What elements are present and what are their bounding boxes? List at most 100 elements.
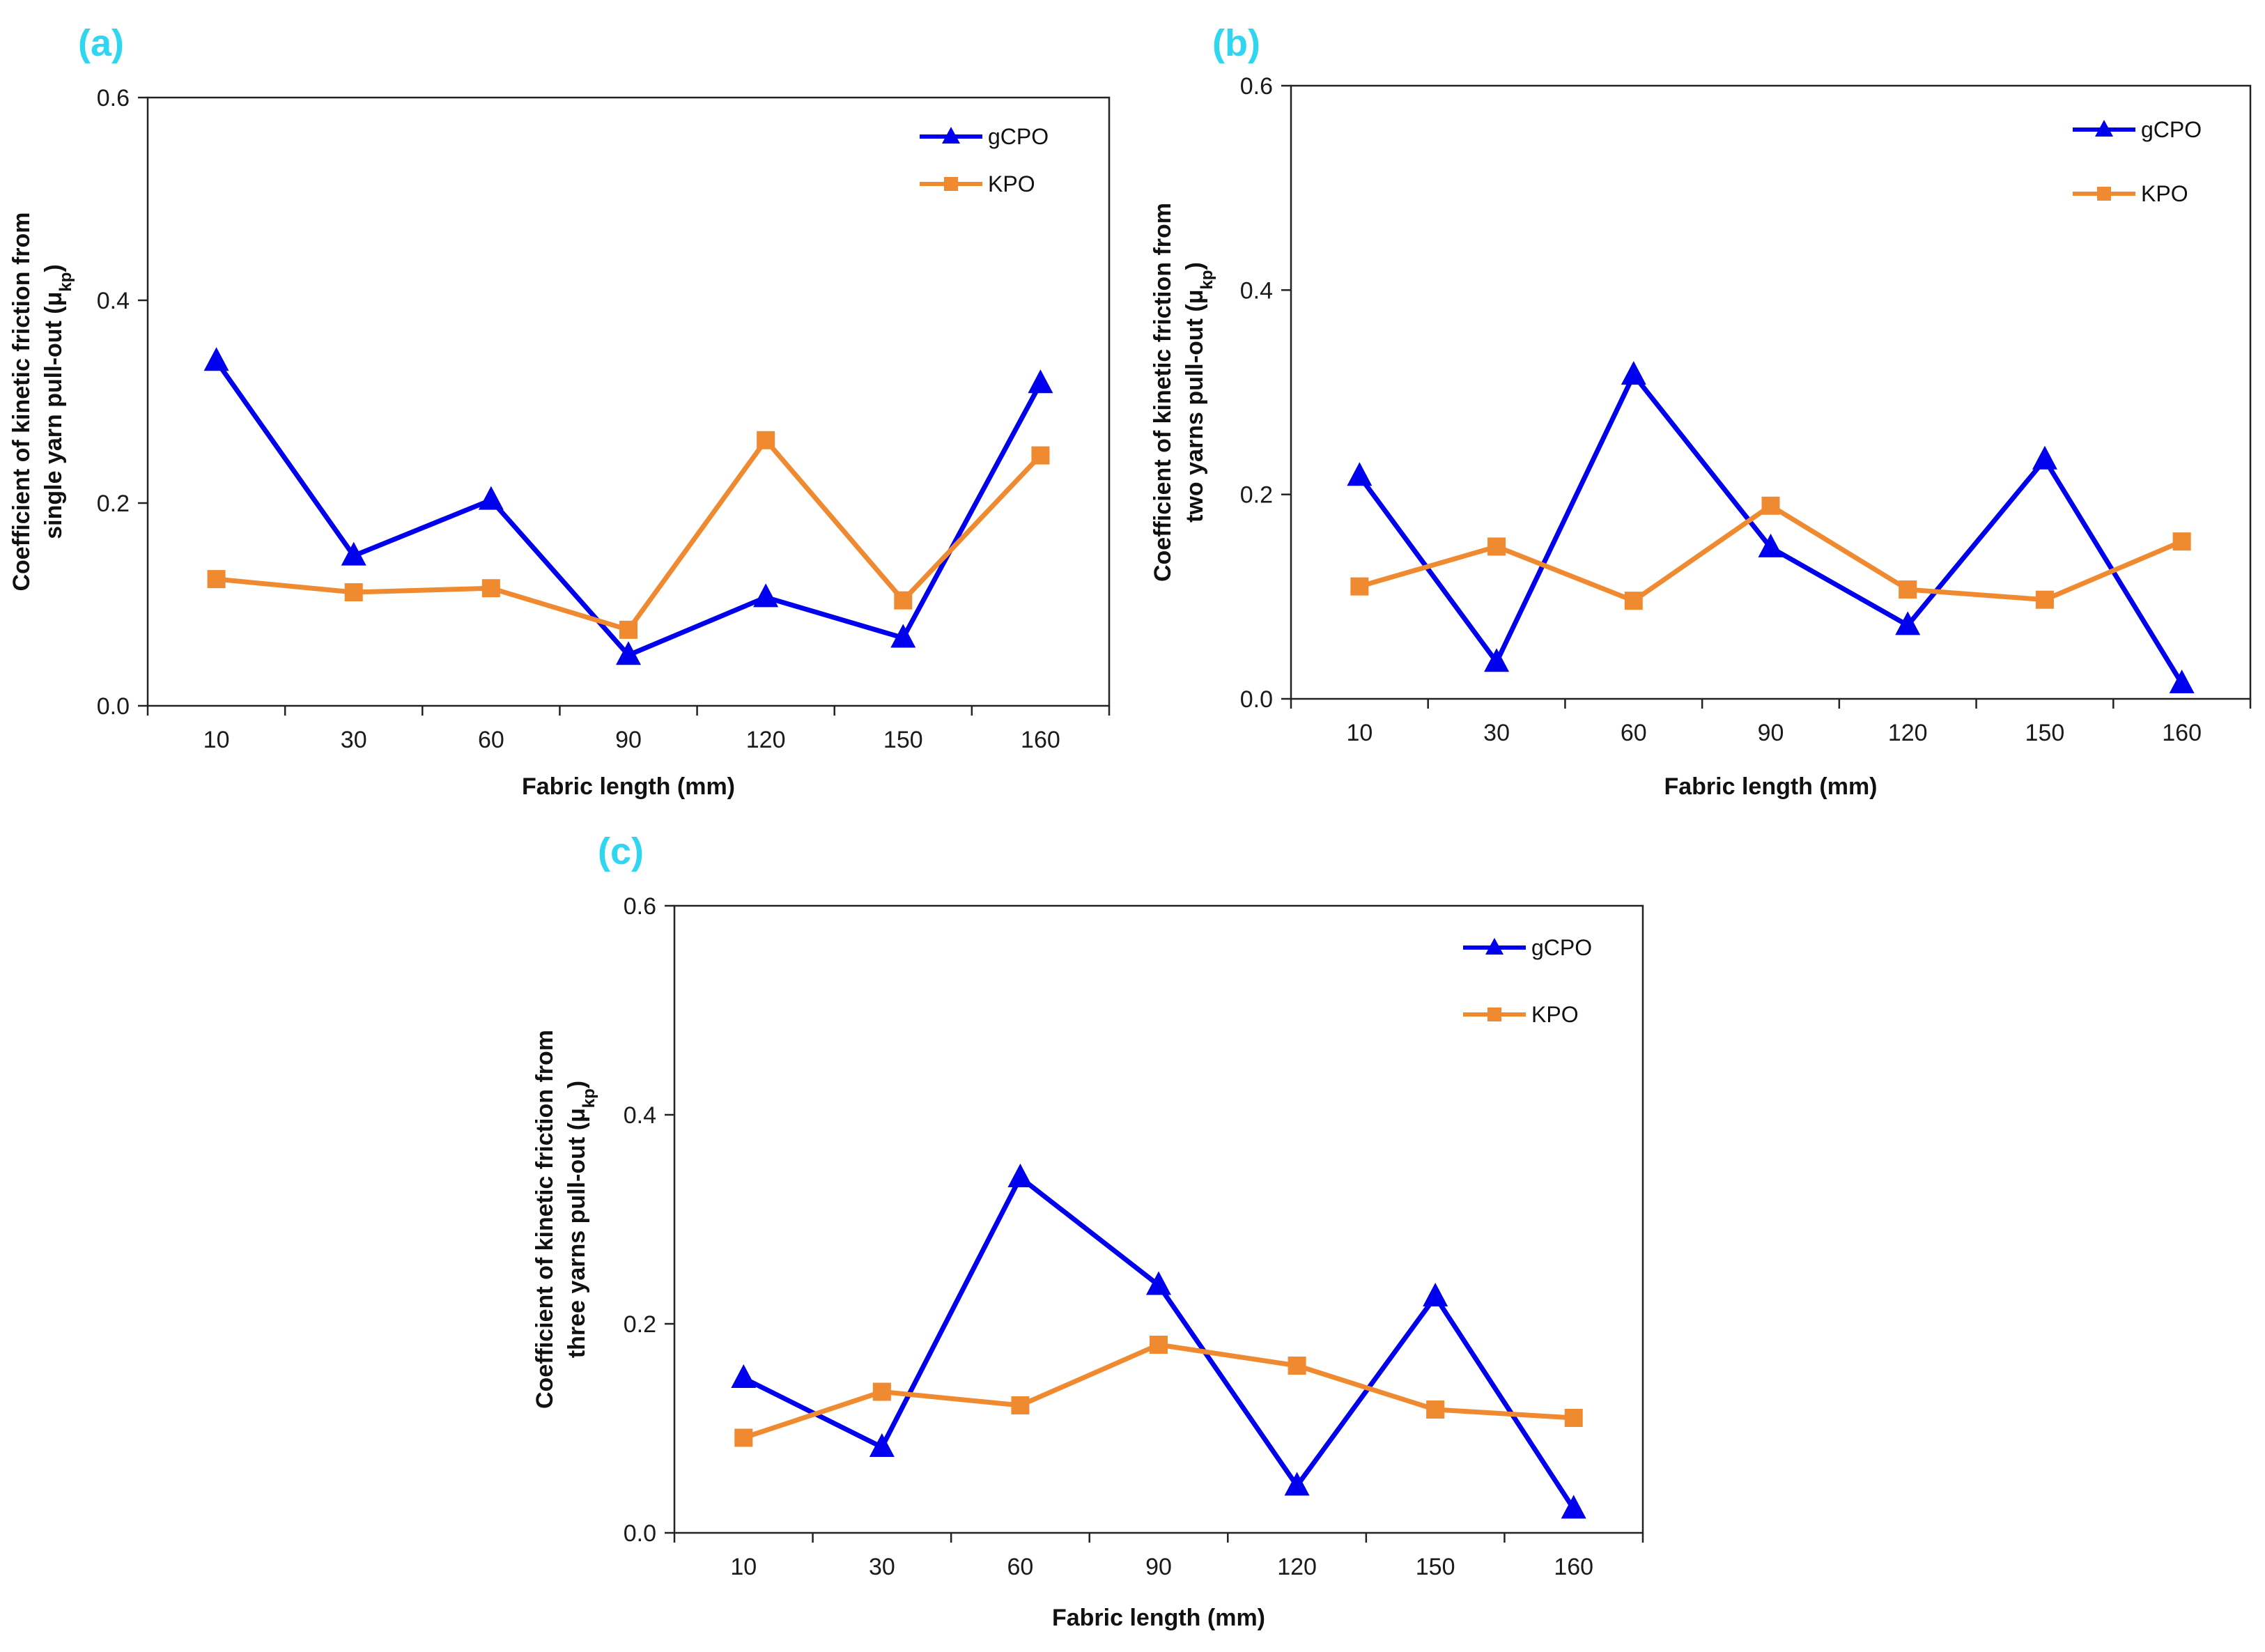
x-tick-label: 60 (478, 727, 504, 753)
data-point-gcpo (869, 1433, 895, 1457)
data-point-kpo (1624, 592, 1643, 610)
plot-frame (146, 96, 1111, 707)
data-point-kpo (757, 431, 775, 449)
y-axis-title-subscript: kp (56, 272, 75, 292)
y-axis-title-text: three yarns pull-out (μ (564, 1108, 590, 1358)
data-point-gcpo (1621, 361, 1646, 385)
data-point-gcpo (616, 641, 641, 665)
y-axis-title-line2: two yarns pull-out (μkp) (1182, 262, 1216, 523)
data-point-kpo (2172, 532, 2191, 551)
x-tick-label: 150 (2025, 720, 2065, 746)
x-tick-label: 90 (1145, 1554, 1172, 1580)
y-tick-label: 0.6 (624, 893, 656, 920)
data-point-gcpo (1028, 369, 1053, 394)
data-point-kpo (1426, 1400, 1445, 1419)
x-tick-label: 10 (730, 1554, 757, 1580)
data-point-kpo (207, 570, 226, 589)
data-point-gcpo (753, 583, 779, 608)
y-tick-label: 0.2 (97, 491, 130, 517)
y-tick-label: 0.0 (97, 693, 130, 720)
x-tick-label: 10 (1346, 720, 1373, 746)
plot-frame (673, 904, 1644, 1534)
data-point-gcpo (890, 624, 916, 648)
y-tick-label: 0.2 (1240, 482, 1273, 509)
data-point-kpo (2035, 590, 2054, 609)
x-axis-title: Fabric length (mm) (1052, 1605, 1265, 1631)
y-axis-title-line2: three yarns pull-out (μkp) (564, 1081, 598, 1358)
data-point-gcpo (1007, 1164, 1033, 1187)
legend-label-kpo: KPO (1531, 1002, 1579, 1027)
legend-marker-gcpo (1485, 938, 1503, 955)
series-line-gcpo (214, 360, 1043, 658)
data-point-gcpo (1758, 533, 1784, 557)
data-point-kpo (734, 1428, 753, 1447)
x-tick-label: 120 (1888, 720, 1928, 746)
data-point-kpo (1011, 1396, 1030, 1414)
y-axis-title-line1: Coefficient of kinetic friction from (8, 212, 35, 591)
data-point-gcpo (1347, 462, 1373, 486)
data-point-kpo (619, 620, 637, 639)
x-axis-title: Fabric length (mm) (522, 773, 735, 800)
x-tick-label: 30 (341, 727, 367, 753)
panel-label-c: (c) (598, 831, 644, 872)
data-point-gcpo (1484, 648, 1510, 672)
y-axis-title-end: ) (1182, 262, 1208, 270)
y-axis-title-end: ) (40, 264, 67, 272)
x-tick-label: 160 (1021, 727, 1060, 753)
x-tick-label: 150 (883, 727, 923, 753)
data-point-kpo (872, 1382, 891, 1401)
legend-label-kpo: KPO (2141, 181, 2188, 206)
data-point-gcpo (1895, 611, 1921, 635)
data-point-gcpo (2032, 445, 2057, 470)
x-tick-label: 60 (1621, 720, 1647, 746)
data-point-kpo (1487, 537, 1506, 556)
x-tick-label: 150 (1416, 1554, 1455, 1580)
legend-marker-gcpo (942, 127, 960, 144)
legend-marker-kpo (944, 177, 958, 191)
x-tick-label: 120 (746, 727, 786, 753)
x-tick-label: 10 (203, 727, 230, 753)
data-point-kpo (1288, 1357, 1306, 1375)
chart-b: 0.0 0.2 0.4 0.6 10 30 60 90 120 150 160 Fabric leng… (1150, 73, 2252, 800)
y-axis-title-subscript: kp (1198, 270, 1216, 289)
legend-label-gcpo: gCPO (988, 124, 1049, 149)
data-point-kpo (344, 583, 363, 602)
chart-a: 0.0 0.2 0.4 0.6 10 30 60 90 120 150 160 Fabric leng… (8, 85, 1111, 800)
data-point-gcpo (1561, 1495, 1586, 1519)
data-point-kpo (1899, 580, 1917, 599)
data-point-gcpo (1423, 1283, 1448, 1306)
data-point-gcpo (341, 541, 366, 566)
y-tick-label: 0.6 (1240, 73, 1273, 100)
data-point-kpo (1350, 577, 1369, 596)
y-axis-title-line1: Coefficient of kinetic friction from (532, 1030, 558, 1409)
series-line-kpo (743, 1342, 1574, 1440)
data-point-gcpo (2169, 670, 2195, 693)
x-tick-label: 160 (2162, 720, 2202, 746)
y-tick-label: 0.0 (1240, 686, 1273, 713)
y-tick-label: 0.4 (97, 288, 130, 314)
legend-marker-kpo (2097, 187, 2111, 201)
data-point-gcpo (1284, 1472, 1310, 1496)
x-tick-label: 90 (1758, 720, 1784, 746)
y-axis-title-text: single yarn pull-out (μ (40, 292, 67, 539)
data-point-gcpo (731, 1364, 757, 1388)
x-tick-label: 160 (1554, 1554, 1593, 1580)
legend-marker-gcpo (2095, 120, 2113, 137)
x-axis-title: Fabric length (mm) (1664, 773, 1877, 800)
y-axis-title-line2: single yarn pull-out (μkp) (40, 264, 75, 539)
legend-label-gcpo: gCPO (1531, 935, 1592, 960)
x-tick-label: 90 (615, 727, 642, 753)
y-tick-label: 0.6 (97, 85, 130, 111)
data-point-gcpo (203, 347, 229, 371)
y-axis-title-end: ) (564, 1081, 590, 1088)
y-axis-title-subscript: kp (580, 1088, 598, 1108)
x-tick-label: 30 (869, 1554, 895, 1580)
x-tick-label: 30 (1483, 720, 1510, 746)
data-point-gcpo (1146, 1271, 1171, 1295)
series-line-gcpo (1357, 372, 2184, 685)
y-tick-label: 0.0 (624, 1520, 656, 1547)
y-tick-label: 0.4 (1240, 277, 1273, 304)
legend-label-gcpo: gCPO (2141, 117, 2202, 142)
x-tick-label: 120 (1277, 1554, 1317, 1580)
